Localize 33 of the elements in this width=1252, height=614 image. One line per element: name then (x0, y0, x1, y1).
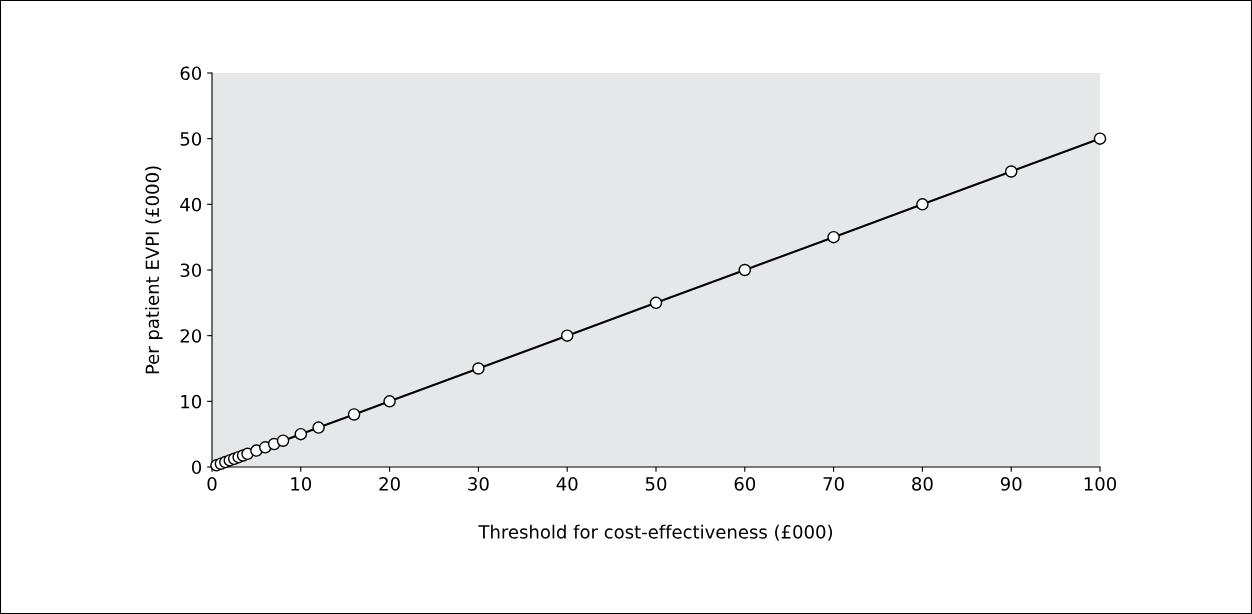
point (560, 329, 574, 342)
x-tick-label: 50 (645, 477, 667, 491)
x-tick-label: 20 (379, 477, 400, 491)
point (1093, 132, 1107, 145)
y-tick-label: 50 (180, 132, 202, 146)
point (472, 362, 485, 375)
y-tick-label: 20 (180, 329, 202, 343)
point (383, 395, 396, 408)
x-tick-label: 90 (1000, 477, 1022, 491)
x-tick-label: 70 (823, 477, 844, 491)
y-axis-title: Per patient EVPI (£000) (145, 166, 163, 374)
point (649, 296, 663, 310)
x-axis-title: Threshold for cost-effectiveness (£000) (478, 524, 833, 541)
y-tick-label: 30 (180, 263, 202, 278)
x-tick-label: 80 (912, 477, 933, 491)
x-tick-label: 60 (734, 477, 756, 491)
point (294, 427, 308, 441)
y-tick-label: 60 (180, 66, 202, 81)
point (312, 421, 325, 434)
x-tick-label: 30 (468, 477, 489, 491)
point (916, 198, 929, 211)
x-tick-label: 10 (291, 477, 312, 491)
point (827, 230, 840, 244)
point (738, 263, 752, 277)
y-tick-label: 40 (180, 197, 202, 212)
point (347, 408, 361, 421)
x-tick-label: 100 (1084, 477, 1117, 491)
x-tick-label: 40 (556, 477, 578, 491)
y-tick-label: 10 (181, 394, 202, 409)
y-tick-label: 0 (191, 460, 202, 475)
x-tick-label: 0 (207, 477, 217, 491)
point (1004, 165, 1018, 178)
point (276, 434, 290, 447)
